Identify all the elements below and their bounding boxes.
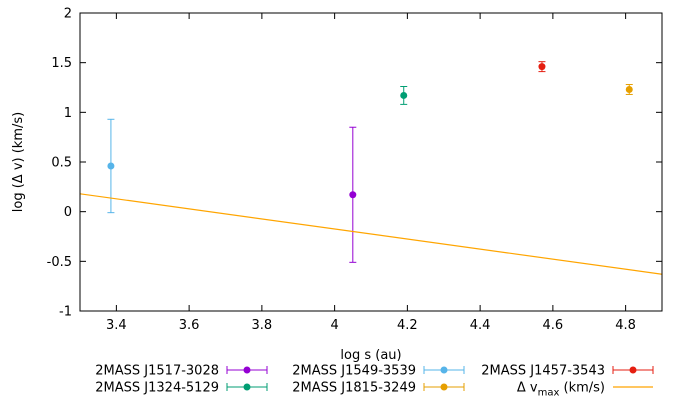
y-tick-label: -1 [59,305,72,320]
legend-sample-point [440,383,448,391]
y-tick-label: 2 [64,7,72,22]
legend-sample-point [629,366,637,374]
legend: 2MASS J1517-3028 2MASS J1549-3539 2MASS J1… [95,364,654,398]
legend-sample-point [243,383,251,391]
x-tick-label: 4.6 [543,318,564,333]
x-tick-label: 4.8 [615,318,636,333]
data-point [625,85,633,93]
legend-label: 2MASS J1324-5129 [95,381,219,396]
x-tick-label: 3.6 [179,318,200,333]
data-point [400,91,408,99]
x-tick-label: 4 [330,318,338,333]
x-tick-label: 3.4 [106,318,127,333]
y-tick-label: 1.5 [51,56,72,71]
x-axis-label: log s (au) [340,348,401,363]
legend-label: 2MASS J1457-3543 [481,364,605,379]
x-tick-label: 4.2 [397,318,418,333]
x-tick-label: 3.8 [252,318,273,333]
y-tick-label: -0.5 [47,255,72,270]
legend-label: 2MASS J1517-3028 [95,364,219,379]
axes: 3.4 3.6 3.8 4 4.2 4.4 4.6 4.8 -1 -0.5 0 0.5 1 1.5 2 [47,7,663,333]
legend-label: Δ vmax (km/s) [517,381,605,398]
legend-sample-point [243,366,251,374]
y-tick-label: 0 [64,205,72,220]
plot-frame [79,12,663,312]
legend-label: 2MASS J1815-3249 [292,381,416,396]
plot-area [80,61,662,275]
data-point [538,63,546,71]
y-tick-label: 1 [64,106,72,121]
data-point [349,191,357,199]
y-axis-label: log (Δ v) (km/s) [11,112,26,212]
legend-label: 2MASS J1549-3539 [292,364,416,379]
series-marks [80,61,662,275]
dvmax-line [80,193,662,275]
x-tick-label: 4.4 [470,318,491,333]
data-point [107,162,115,170]
y-tick-label: 0.5 [51,156,72,171]
legend-sample-point [440,366,448,374]
